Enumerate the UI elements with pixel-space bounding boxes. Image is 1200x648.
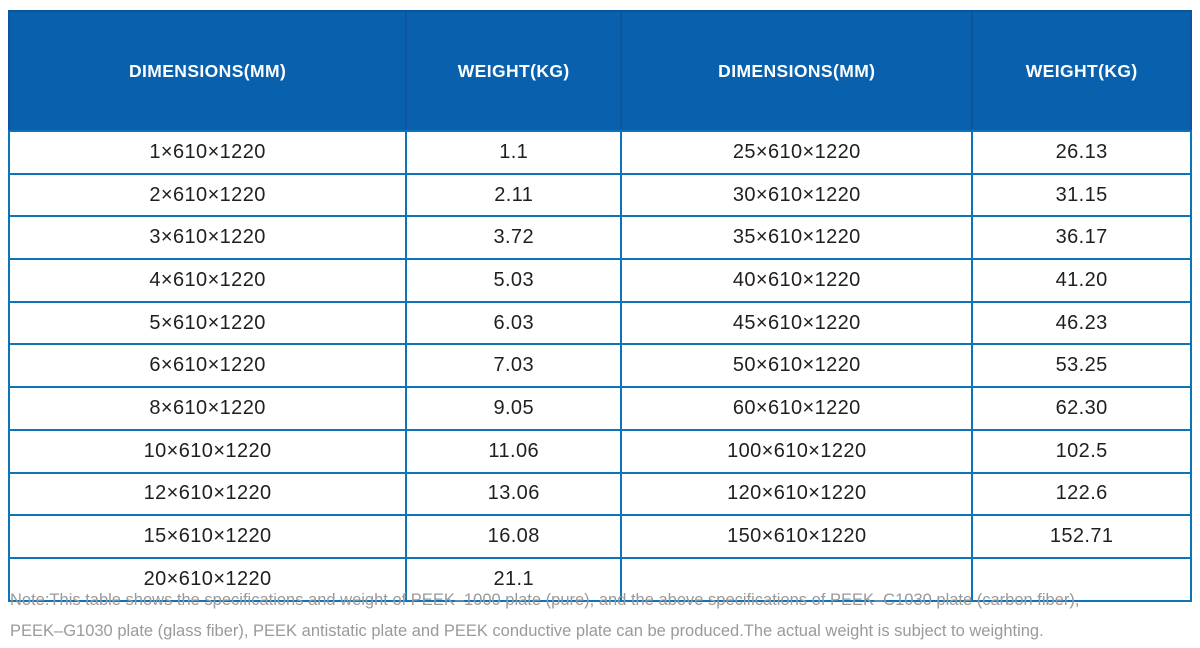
- header-row: DIMENSIONS(MM) WEIGHT(KG) DIMENSIONS(MM)…: [7, 10, 1192, 132]
- dimensions-cell: 60×610×1220: [620, 386, 974, 431]
- weight-cell: 11.06: [405, 428, 623, 474]
- dimensions-cell: 35×610×1220: [620, 215, 974, 261]
- column-header-dimensions-right: DIMENSIONS(MM): [620, 10, 974, 132]
- weight-cell: 152.71: [971, 514, 1192, 559]
- note-line-1: Note:This table shows the specifications…: [10, 591, 1080, 609]
- spec-table-body: 1×610×1220 1.1 25×610×1220 26.13 2×610×1220 2…: [7, 130, 1192, 602]
- dimensions-cell: 15×610×1220: [7, 514, 408, 559]
- weight-cell: 3.72: [405, 215, 623, 261]
- column-header-weight-right: WEIGHT(KG): [971, 10, 1192, 132]
- dimensions-cell: 1×610×1220: [7, 130, 408, 175]
- dimensions-cell: 4×610×1220: [7, 258, 408, 303]
- weight-cell: 1.1: [405, 130, 623, 175]
- dimensions-cell: 25×610×1220: [620, 130, 974, 175]
- table-row: 3×610×1220 3.72 35×610×1220 36.17: [7, 215, 1192, 261]
- dimensions-cell: 8×610×1220: [7, 386, 408, 431]
- weight-cell: 122.6: [971, 471, 1192, 517]
- weight-cell: 62.30: [971, 386, 1192, 431]
- spec-table-head: DIMENSIONS(MM) WEIGHT(KG) DIMENSIONS(MM)…: [7, 10, 1192, 132]
- weight-cell: 41.20: [971, 258, 1192, 303]
- table-row: 20×610×1220 21.1: [7, 556, 1192, 602]
- table-row: 2×610×1220 2.11 30×610×1220 31.15: [7, 172, 1192, 218]
- weight-cell: 5.03: [405, 258, 623, 303]
- weight-cell: 26.13: [971, 130, 1192, 175]
- table-row: 4×610×1220 5.03 40×610×1220 41.20: [7, 258, 1192, 303]
- column-header-dimensions-left: DIMENSIONS(MM): [7, 10, 408, 132]
- dimensions-cell: 50×610×1220: [620, 343, 974, 389]
- table-row: 1×610×1220 1.1 25×610×1220 26.13: [7, 130, 1192, 175]
- weight-cell: 102.5: [971, 428, 1192, 474]
- dimensions-cell: 120×610×1220: [620, 471, 974, 517]
- weight-cell: 2.11: [405, 172, 623, 218]
- table-row: 15×610×1220 16.08 150×610×1220 152.71: [7, 514, 1192, 559]
- dimensions-cell: 30×610×1220: [620, 172, 974, 218]
- dimensions-cell: 45×610×1220: [620, 300, 974, 346]
- dimensions-cell: [620, 556, 974, 602]
- dimensions-cell: 5×610×1220: [7, 300, 408, 346]
- dimensions-cell: 20×610×1220: [7, 556, 408, 602]
- weight-cell: 13.06: [405, 471, 623, 517]
- dimensions-cell: 10×610×1220: [7, 428, 408, 474]
- weight-cell: 6.03: [405, 300, 623, 346]
- dimensions-cell: 40×610×1220: [620, 258, 974, 303]
- weight-cell: 31.15: [971, 172, 1192, 218]
- table-row: 6×610×1220 7.03 50×610×1220 53.25: [7, 343, 1192, 389]
- table-row: 10×610×1220 11.06 100×610×1220 102.5: [7, 428, 1192, 474]
- table-row: 8×610×1220 9.05 60×610×1220 62.30: [7, 386, 1192, 431]
- note-line-2: PEEK–G1030 plate (glass fiber), PEEK ant…: [10, 622, 1044, 640]
- weight-cell: [971, 556, 1192, 602]
- weight-cell: 46.23: [971, 300, 1192, 346]
- dimensions-cell: 3×610×1220: [7, 215, 408, 261]
- dimensions-cell: 150×610×1220: [620, 514, 974, 559]
- weight-cell: 36.17: [971, 215, 1192, 261]
- table-row: 12×610×1220 13.06 120×610×1220 122.6: [7, 471, 1192, 517]
- weight-cell: 9.05: [405, 386, 623, 431]
- dimensions-cell: 100×610×1220: [620, 428, 974, 474]
- weight-cell: 21.1: [405, 556, 623, 602]
- spec-table: DIMENSIONS(MM) WEIGHT(KG) DIMENSIONS(MM)…: [7, 10, 1192, 602]
- dimensions-cell: 6×610×1220: [7, 343, 408, 389]
- table-row: 5×610×1220 6.03 45×610×1220 46.23: [7, 300, 1192, 346]
- dimensions-cell: 12×610×1220: [7, 471, 408, 517]
- weight-cell: 16.08: [405, 514, 623, 559]
- weight-cell: 53.25: [971, 343, 1192, 389]
- note-text: Note:This table shows the specifications…: [10, 585, 1190, 647]
- dimensions-cell: 2×610×1220: [7, 172, 408, 218]
- weight-cell: 7.03: [405, 343, 623, 389]
- column-header-weight-left: WEIGHT(KG): [405, 10, 623, 132]
